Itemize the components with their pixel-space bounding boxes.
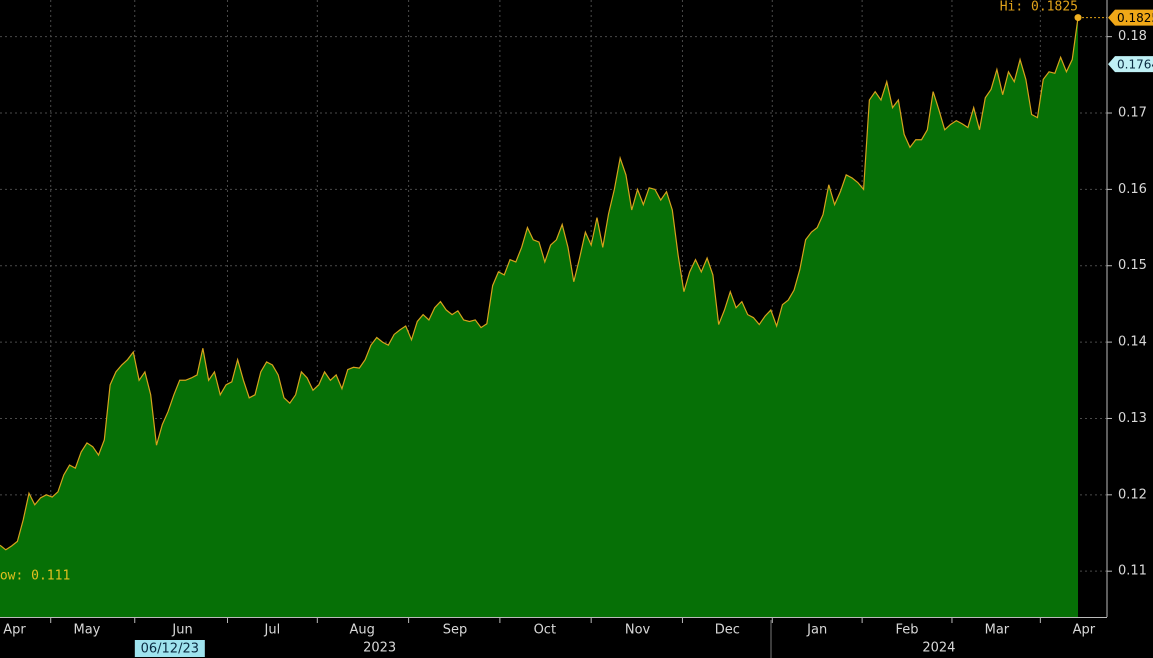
year-label: 2024 (922, 641, 955, 656)
x-tick-label: Apr (3, 623, 26, 638)
axis-labels: 0.11 0.12 0.13 0.14 0.15 0.16 0.17 0.18 Apr May Ju… (3, 9, 1153, 657)
cursor-date-box (134, 640, 205, 657)
year-label: 2023 (363, 641, 396, 656)
y-tick-label: 0.18 (1118, 29, 1147, 44)
x-tick-label: Nov (625, 623, 651, 638)
series-line (0, 17, 1079, 551)
x-tick-label: Dec (715, 623, 740, 638)
x-tick-label: Jun (171, 623, 192, 638)
y-tick-label: 0.16 (1118, 182, 1147, 197)
y-tick-label: 0.11 (1118, 564, 1147, 579)
x-tick-label: Mar (985, 623, 1010, 638)
y-tick-label: 0.17 (1118, 106, 1147, 121)
x-tick-label: May (73, 623, 100, 638)
x-tick-label: Oct (534, 623, 556, 638)
last-value-tag: 0.1825 (1117, 11, 1153, 25)
y-tick-label: 0.12 (1118, 487, 1147, 502)
high-label: Hi: 0.1825 (1000, 0, 1078, 15)
last-point (1074, 14, 1082, 22)
reference-tag: 0.1764 (1117, 58, 1153, 72)
y-tick-label: 0.15 (1118, 258, 1147, 273)
low-label: Low: 0.111 (0, 569, 70, 584)
x-tick-label: Aug (350, 623, 375, 638)
x-tick-label: Jan (806, 623, 827, 638)
cursor-date: 06/12/23 (141, 642, 199, 657)
x-tick-label: Jul (264, 623, 281, 638)
plot (0, 14, 1107, 618)
last-value-tag-box (1108, 9, 1153, 26)
x-tick-label: Sep (443, 623, 468, 638)
y-tick-label: 0.14 (1118, 335, 1147, 350)
reference-tag-box (1108, 56, 1153, 73)
y-tick-label: 0.13 (1118, 411, 1147, 426)
area-fill (0, 17, 1079, 618)
x-tick-label: Feb (896, 623, 919, 638)
x-tick-label: Apr (1073, 623, 1096, 638)
